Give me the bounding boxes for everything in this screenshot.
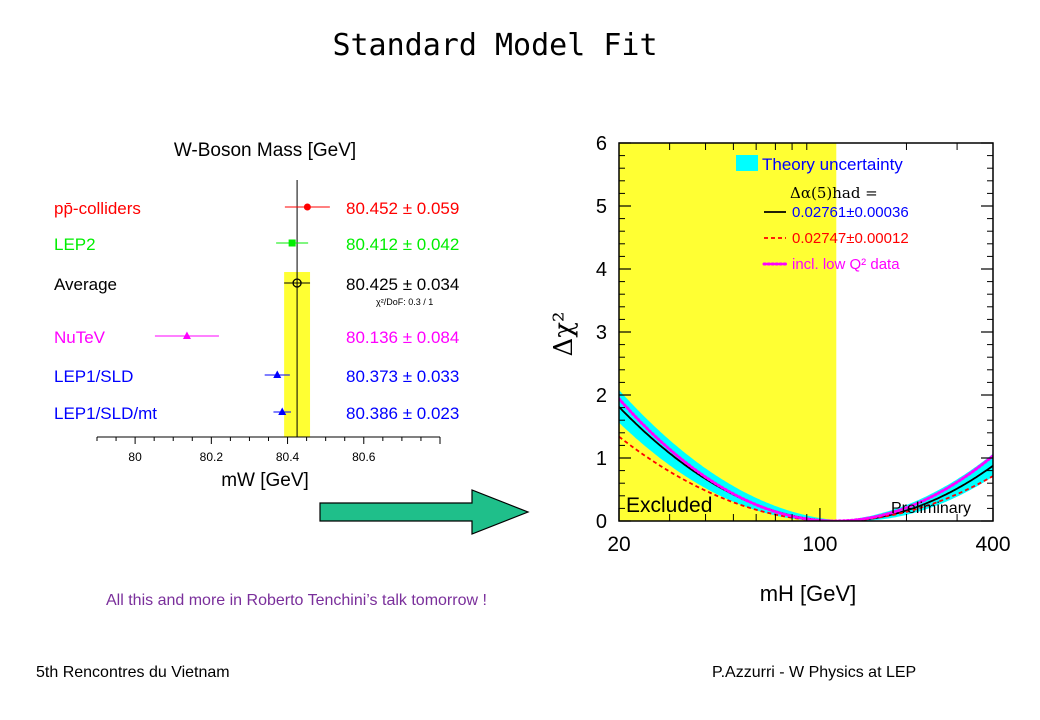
legend-swatch-theory bbox=[736, 155, 758, 171]
w-mass-chart: W-Boson Mass [GeV] pp̄-colliders 80.452 ±… bbox=[54, 140, 459, 491]
chi2-note: χ²/DoF: 0.3 / 1 bbox=[376, 297, 433, 307]
measurement-value: 80.412 ± 0.042 bbox=[346, 235, 459, 254]
theory-uncertainty-band bbox=[619, 389, 993, 521]
w-axis-tick-label: 80.2 bbox=[200, 450, 224, 464]
legend-header: Δα(5)had = bbox=[790, 184, 878, 202]
measurement-value: 80.425 ± 0.034 bbox=[346, 275, 459, 294]
legend-theory-label: Theory uncertainty bbox=[762, 155, 903, 174]
measurement-label: LEP1/SLD/mt bbox=[54, 404, 157, 423]
legend-series-label: 0.02761±0.00036 bbox=[792, 204, 909, 221]
w-mass-title: W-Boson Mass [GeV] bbox=[174, 140, 356, 161]
measurement-row: Average 80.425 ± 0.034 bbox=[54, 275, 459, 294]
excluded-region bbox=[619, 143, 837, 521]
w-mass-x-axis: 80 80.2 80.4 80.6 bbox=[96, 436, 441, 464]
y-axis-tick-label: 6 bbox=[596, 133, 607, 155]
legend: Theory uncertainty Δα(5)had = 0.02761±0.… bbox=[736, 155, 909, 273]
measurement-row: LEP1/SLD 80.373 ± 0.033 bbox=[54, 367, 459, 386]
x-axis-tick-label: 20 bbox=[607, 533, 630, 556]
measurement-value: 80.136 ± 0.084 bbox=[346, 328, 459, 347]
measurement-label: LEP2 bbox=[54, 235, 96, 254]
measurement-marker bbox=[278, 407, 287, 415]
measurement-value: 80.452 ± 0.059 bbox=[346, 199, 459, 218]
measurement-marker bbox=[288, 239, 296, 247]
delta-chi2-chart: 0 1 2 3 4 5 6 20 100 400 Excluded Preliminary The… bbox=[549, 133, 1011, 606]
measurement-marker bbox=[292, 278, 302, 288]
footer-author: P.Azzurri - W Physics at LEP bbox=[712, 664, 917, 681]
measurement-value: 80.386 ± 0.023 bbox=[346, 404, 459, 423]
y-axis-tick-label: 3 bbox=[596, 322, 607, 344]
measurement-label: LEP1/SLD bbox=[54, 367, 133, 386]
measurement-row: LEP1/SLD/mt 80.386 ± 0.023 bbox=[54, 404, 459, 423]
measurement-row: NuTeV 80.136 ± 0.084 bbox=[54, 328, 459, 347]
w-mass-x-label: mW [GeV] bbox=[221, 470, 309, 491]
legend-series-label: 0.02747±0.00012 bbox=[792, 230, 909, 247]
delta-chi2-y-label: Δχ² bbox=[549, 312, 579, 357]
arrow-graphic bbox=[319, 489, 530, 535]
talk-note: All this and more in Roberto Tenchini’s … bbox=[106, 592, 487, 609]
legend-series-label: incl. low Q² data bbox=[792, 256, 900, 273]
measurement-row: pp̄-colliders 80.452 ± 0.059 bbox=[54, 199, 459, 218]
measurement-marker bbox=[303, 203, 311, 211]
measurement-value: 80.373 ± 0.033 bbox=[346, 367, 459, 386]
y-axis-tick-label: 5 bbox=[596, 196, 607, 218]
delta-chi2-x-label: mH [GeV] bbox=[760, 581, 857, 606]
x-axis-tick-label: 100 bbox=[802, 533, 837, 556]
w-axis-tick-label: 80.6 bbox=[352, 450, 376, 464]
measurement-marker bbox=[273, 370, 282, 378]
y-axis-tick-label: 0 bbox=[596, 511, 607, 533]
measurement-marker bbox=[182, 331, 191, 339]
y-axis-tick-label: 2 bbox=[596, 385, 607, 407]
excluded-label: Excluded bbox=[626, 494, 712, 517]
slide-title: Standard Model Fit bbox=[332, 28, 658, 63]
w-axis-tick-label: 80.4 bbox=[276, 450, 300, 464]
y-axis-tick-label: 1 bbox=[596, 448, 607, 470]
y-axis-tick-label: 4 bbox=[596, 259, 607, 281]
delta-chi2-axes: 0 1 2 3 4 5 6 20 100 400 bbox=[596, 133, 1011, 556]
measurement-label: Average bbox=[54, 275, 117, 294]
w-axis-tick-label: 80 bbox=[128, 450, 142, 464]
footer-conference: 5th Rencontres du Vietnam bbox=[36, 664, 230, 681]
chi2-curve bbox=[619, 397, 993, 521]
measurement-row: LEP2 80.412 ± 0.042 bbox=[54, 235, 459, 254]
measurement-label: NuTeV bbox=[54, 328, 106, 347]
preliminary-label: Preliminary bbox=[891, 500, 971, 517]
x-axis-tick-label: 400 bbox=[975, 533, 1010, 556]
measurement-label: pp̄-colliders bbox=[54, 199, 141, 218]
